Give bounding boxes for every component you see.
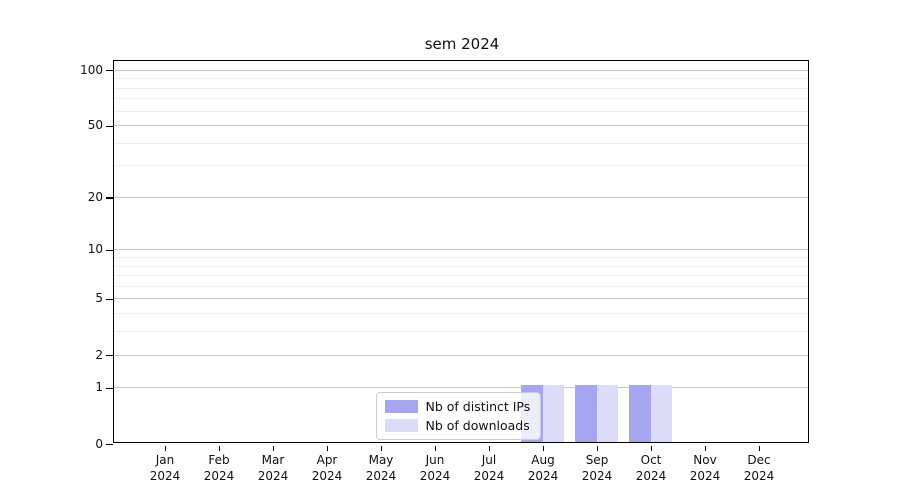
major-gridline xyxy=(113,196,808,198)
x-tick-mark xyxy=(597,445,599,451)
y-tick-label: 2 xyxy=(95,347,103,362)
x-tick-label: Apr 2024 xyxy=(311,453,343,483)
bar-downloads-aug xyxy=(542,385,564,442)
y-tick-mark xyxy=(106,298,113,301)
x-tick-label: Dec 2024 xyxy=(743,453,775,483)
x-tick-label: Jul 2024 xyxy=(473,453,505,483)
x-tick-label: Oct 2024 xyxy=(635,453,667,483)
y-tick-mark xyxy=(106,125,113,127)
x-tick-mark xyxy=(489,445,491,451)
legend-item-distinct-ips: Nb of distinct IPs xyxy=(384,398,532,414)
y-tick-label: 0 xyxy=(95,436,103,451)
y-tick-mark xyxy=(106,444,113,446)
bar-distinct-ips-oct xyxy=(629,385,651,442)
y-tick-label: 50 xyxy=(87,118,103,133)
minor-gridline xyxy=(113,142,808,144)
y-tick-label: 100 xyxy=(80,62,103,77)
x-tick-mark xyxy=(759,445,761,451)
x-tick-label: Mar 2024 xyxy=(257,453,289,483)
bar-downloads-sep xyxy=(596,385,618,442)
y-tick-label: 20 xyxy=(87,189,103,204)
legend-label-distinct-ips: Nb of distinct IPs xyxy=(425,398,531,414)
legend-item-downloads: Nb of downloads xyxy=(384,417,532,433)
major-gridline xyxy=(113,249,808,251)
minor-gridline xyxy=(113,98,808,100)
x-tick-label: Aug 2024 xyxy=(527,453,559,483)
x-tick-mark xyxy=(165,445,167,451)
minor-gridline xyxy=(113,87,808,89)
x-tick-mark xyxy=(381,445,383,451)
major-gridline xyxy=(113,387,808,389)
x-tick-mark xyxy=(327,445,329,451)
major-gridline xyxy=(113,125,808,127)
legend-label-downloads: Nb of downloads xyxy=(425,417,530,433)
y-tick-label: 10 xyxy=(87,242,103,257)
y-tick-label: 5 xyxy=(95,291,103,306)
minor-gridline xyxy=(113,313,808,315)
x-tick-mark xyxy=(435,445,437,451)
minor-gridline xyxy=(113,165,808,167)
x-tick-label: Sep 2024 xyxy=(581,453,613,483)
legend: Nb of distinct IPs Nb of downloads xyxy=(375,391,541,440)
minor-gridline xyxy=(113,331,808,333)
distinct-ips-swatch-icon xyxy=(384,399,418,413)
downloads-swatch-icon xyxy=(384,418,418,432)
x-tick-mark xyxy=(273,445,275,451)
y-tick-mark xyxy=(106,387,113,390)
y-tick-label: 1 xyxy=(95,380,103,395)
minor-gridline xyxy=(113,265,808,267)
major-gridline xyxy=(113,69,808,71)
plot-area: Nb of distinct IPs Nb of downloads xyxy=(112,59,809,443)
x-tick-mark xyxy=(543,445,545,451)
minor-gridline xyxy=(113,256,808,258)
x-tick-mark xyxy=(219,445,221,451)
minor-gridline xyxy=(113,285,808,287)
bar-distinct-ips-sep xyxy=(575,385,597,442)
major-gridline xyxy=(113,354,808,356)
y-tick-mark xyxy=(106,355,113,357)
minor-gridline xyxy=(113,275,808,277)
x-tick-label: Jun 2024 xyxy=(419,453,451,483)
bar-downloads-oct xyxy=(650,385,672,442)
y-tick-mark xyxy=(106,197,113,199)
y-tick-mark xyxy=(106,70,113,72)
x-tick-label: Feb 2024 xyxy=(203,453,235,483)
x-tick-label: May 2024 xyxy=(365,453,397,483)
x-tick-mark xyxy=(651,445,653,451)
minor-gridline xyxy=(113,78,808,80)
major-gridline xyxy=(113,298,808,300)
x-tick-mark xyxy=(705,445,707,451)
gridlines-layer xyxy=(113,61,808,442)
minor-gridline xyxy=(113,110,808,112)
y-tick-mark xyxy=(106,249,113,251)
bars-layer xyxy=(114,61,808,442)
x-tick-label: Nov 2024 xyxy=(689,453,721,483)
chart-title: sem 2024 xyxy=(424,35,500,53)
x-tick-label: Jan 2024 xyxy=(149,453,181,483)
